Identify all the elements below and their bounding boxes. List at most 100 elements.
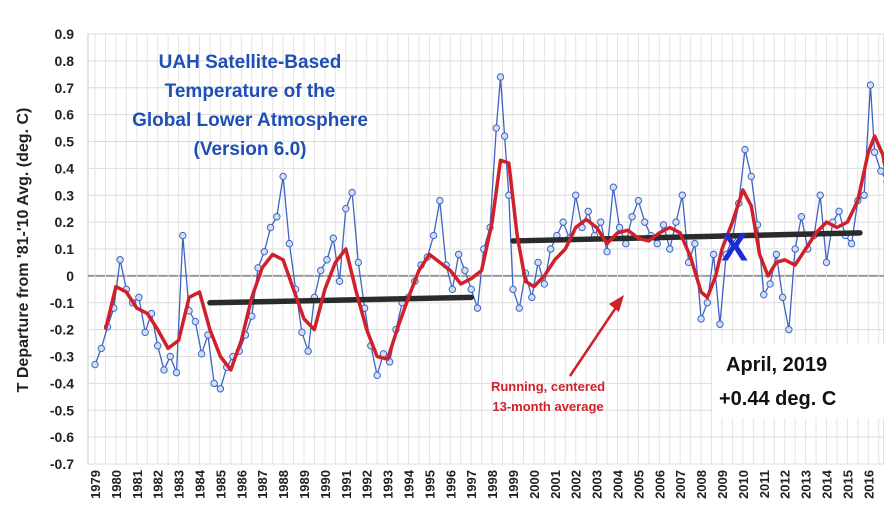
monthly-data-point (317, 266, 325, 275)
monthly-data-point (298, 328, 306, 337)
monthly-data-point (615, 223, 624, 232)
inset-date: April, 2019 (726, 354, 827, 376)
monthly-data-point (467, 285, 475, 294)
x-tick-label: 1992 (360, 470, 375, 499)
y-tick-label: 0.7 (55, 80, 75, 96)
x-tick-label: 1989 (297, 470, 312, 499)
monthly-data-point (847, 239, 856, 248)
monthly-data-point (135, 293, 143, 302)
x-tick-label: 1981 (130, 470, 145, 499)
monthly-data-point (797, 213, 806, 221)
monthly-data-point (91, 360, 99, 369)
monthly-data-point (546, 245, 555, 253)
monthly-data-point (666, 245, 674, 253)
monthly-data-point (778, 293, 787, 302)
monthly-data-point (534, 258, 542, 267)
monthly-data-point (672, 218, 680, 226)
monthly-data-point (354, 258, 363, 267)
monthly-data-point (766, 280, 774, 288)
monthly-data-point (772, 250, 781, 259)
monthly-data-point (816, 191, 824, 199)
monthly-data-point (448, 285, 457, 294)
x-tick-label: 1986 (234, 470, 249, 499)
monthly-data-point (323, 256, 331, 264)
title-line-1: UAH Satellite-Based (159, 52, 342, 73)
y-tick-label: 0.9 (55, 26, 75, 42)
x-tick-label: 1982 (151, 470, 166, 499)
x-tick-label: 2012 (778, 470, 793, 499)
y-tick-label: 0.6 (55, 107, 75, 123)
monthly-data-point (870, 148, 879, 156)
y-axis-label: T Departure from '81-'10 Avg. (deg. C) (15, 108, 32, 393)
monthly-data-point (716, 320, 724, 328)
x-tick-label: 2005 (631, 470, 646, 499)
x-tick-label: 2011 (757, 470, 772, 498)
monthly-data-point (172, 368, 181, 377)
x-tick-label: 2008 (694, 470, 709, 499)
monthly-data-point (653, 239, 661, 248)
monthly-data-point (572, 191, 580, 199)
monthly-data-point (496, 73, 505, 81)
x-tick-label: 1985 (213, 470, 228, 499)
y-tick-label: -0.5 (50, 402, 74, 418)
x-tick-labels: 1979 1980 1981 1982 1983 1984 1985 1986 1987 1988… (88, 469, 884, 499)
monthly-data-point (266, 223, 275, 232)
monthly-data-point (628, 213, 636, 221)
y-tick-label: 0.4 (55, 160, 75, 176)
annotation-arrow-head (609, 295, 624, 312)
monthly-data-point (709, 250, 718, 259)
y-tick-label: -0.7 (50, 456, 74, 472)
x-tick-label: 2013 (799, 470, 814, 499)
monthly-data-point (373, 371, 381, 380)
x-tick-label: 2017 (882, 470, 884, 499)
monthly-data-point (166, 352, 174, 361)
x-tick-label: 1999 (506, 470, 521, 499)
monthly-data-point (722, 250, 730, 259)
x-tick-label: 2006 (652, 470, 667, 499)
monthly-data-point (279, 172, 287, 181)
monthly-data-point (216, 385, 225, 393)
inset-box: April, 2019 +0.44 deg. C (712, 344, 884, 418)
monthly-data-point (473, 304, 482, 312)
annotation-line-1: Running, centered (491, 379, 605, 394)
x-tick-label: 1994 (402, 469, 417, 499)
monthly-data-point (866, 81, 875, 89)
monthly-data-point (329, 234, 337, 242)
monthly-data-point (179, 231, 187, 240)
monthly-data-point (260, 247, 268, 256)
x-tick-label: 1996 (443, 470, 458, 499)
y-tick-label: -0.2 (50, 322, 74, 338)
monthly-data-point (691, 239, 699, 248)
monthly-data-point (609, 183, 618, 191)
monthly-data-point (835, 207, 843, 216)
monthly-data-point (509, 285, 517, 294)
monthly-data-point (191, 317, 200, 326)
x-tick-label: 2001 (548, 470, 563, 499)
monthly-data-point (154, 342, 162, 350)
monthly-data-point (640, 218, 649, 226)
x-tick-label: 2002 (569, 470, 584, 499)
y-tick-label: -0.3 (50, 349, 74, 365)
x-tick-label: 1990 (318, 470, 333, 499)
monthly-data-point (697, 315, 705, 323)
y-tick-labels: 0.9 0.8 0.7 0.6 0.5 0.4 0.3 0.2 0.1 0 -0.1 -0.2 -0.3… (50, 26, 74, 472)
monthly-data-point (528, 293, 536, 302)
monthly-data-point (877, 167, 884, 175)
inset-value: +0.44 deg. C (719, 388, 836, 410)
annotation-line-2: 13-month average (492, 399, 603, 414)
x-tick-label: 1988 (276, 470, 291, 499)
monthly-data-point (160, 366, 168, 374)
monthly-data-point (492, 124, 500, 132)
y-tick-label: 0.5 (55, 134, 75, 150)
y-tick-label: 0 (66, 268, 74, 284)
x-tick-label: 1993 (381, 470, 396, 499)
title-line-2: Temperature of the (165, 81, 336, 102)
monthly-data-point (860, 191, 868, 199)
monthly-data-point (97, 344, 105, 353)
monthly-data-point (559, 218, 567, 226)
monthly-data-point (273, 213, 281, 221)
title-line-3: Global Lower Atmosphere (132, 110, 368, 131)
monthly-data-point (791, 245, 799, 253)
monthly-data-point (461, 266, 469, 275)
